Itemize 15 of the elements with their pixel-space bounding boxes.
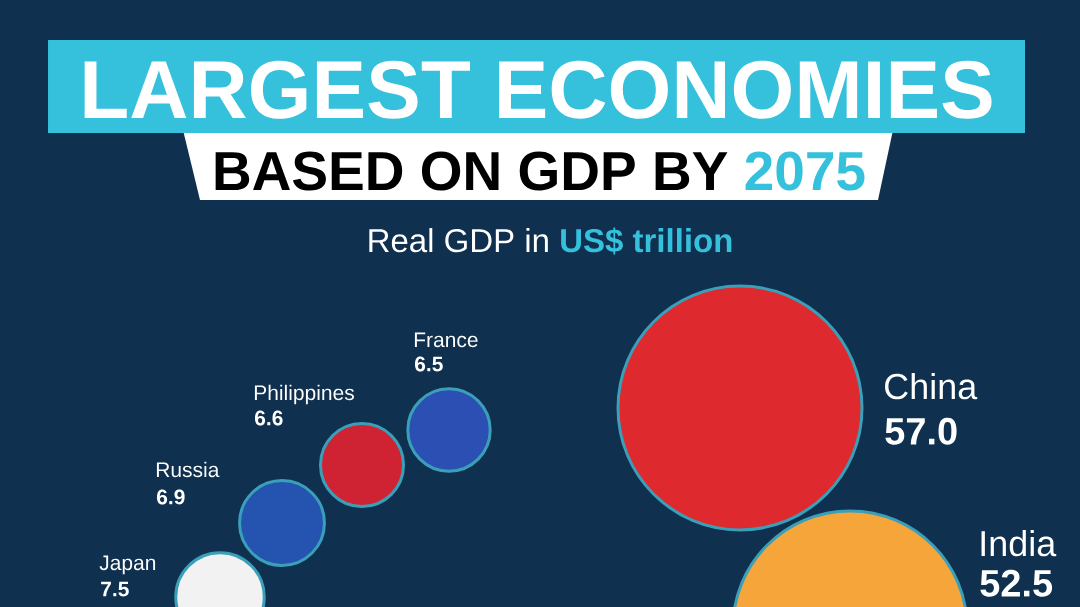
text: Real GDP in US$ trillion <box>369 227 732 255</box>
category-label: China <box>885 372 978 400</box>
category-label: India <box>981 529 1057 557</box>
text: LARGEST ECONOMIES <box>84 60 992 119</box>
data-label: 6.5 <box>414 356 443 372</box>
category-label: Philippines <box>254 384 354 405</box>
category-label: Japan <box>99 555 156 575</box>
data-label: 6.9 <box>156 489 185 505</box>
data-label: 7.5 <box>101 581 129 597</box>
category-label: Russia <box>156 461 220 478</box>
text: BASED ON GDP BY 2075 <box>215 151 865 191</box>
data-label: 52.5 <box>980 569 1053 597</box>
data-label: 6.6 <box>254 410 283 426</box>
data-label: 57.0 <box>885 417 957 445</box>
category-label: France <box>414 332 478 348</box>
